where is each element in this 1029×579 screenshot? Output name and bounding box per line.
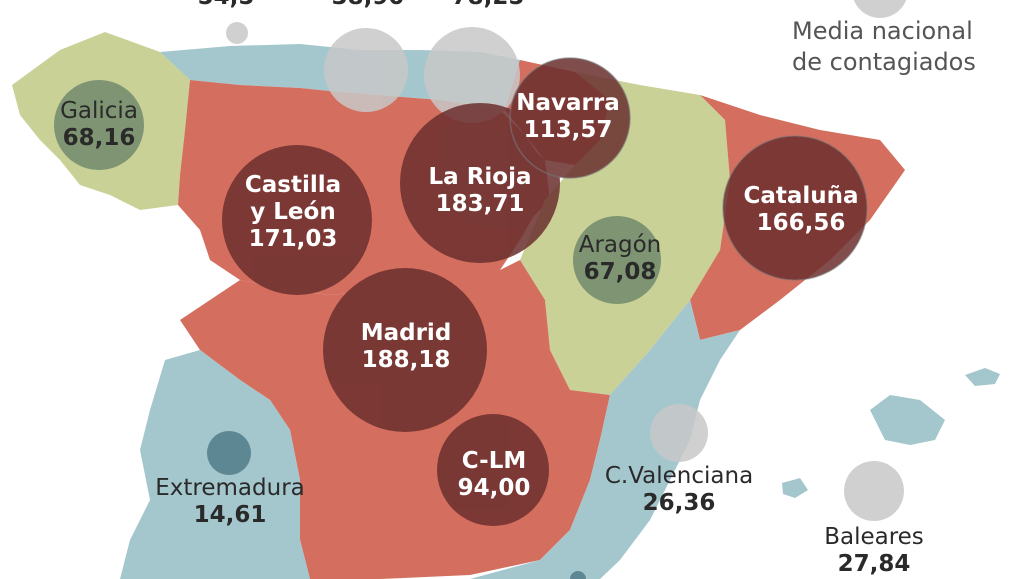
national-bubble-baleares <box>844 461 904 521</box>
bubble-galicia <box>54 80 144 170</box>
bubble-aragon <box>573 216 661 304</box>
label-cataluna: Cataluña 166,56 <box>743 183 858 237</box>
region-value: 94,00 <box>457 475 531 502</box>
region-name: La Rioja <box>428 164 532 190</box>
bubble-castilla-leon <box>222 145 372 295</box>
label-c-valenciana: C.Valenciana 26,36 <box>605 463 753 517</box>
label-aragon: Aragón 67,08 <box>579 232 662 286</box>
label-la-rioja: La Rioja 183,71 <box>429 164 532 218</box>
region-name: C.Valenciana <box>604 463 754 489</box>
region-value: 171,03 <box>248 226 338 253</box>
region-name-line1: Castilla <box>244 172 342 198</box>
label-extremadura: Extremadura 14,61 <box>155 475 305 529</box>
region-name: Navarra <box>516 90 620 116</box>
national-bubble-legend <box>853 0 907 18</box>
region-name: Galicia <box>60 98 138 124</box>
legend: Media nacional de contagiados <box>792 16 976 78</box>
bubble-andalucia-small <box>570 571 586 579</box>
region-name: Baleares <box>824 524 924 550</box>
label-baleares: Baleares 27,84 <box>824 524 924 578</box>
legend-line-1: Media nacional <box>792 17 973 45</box>
region-name: Extremadura <box>155 475 305 501</box>
label-castilla-leon: Castilla y León 171,03 <box>245 172 341 253</box>
national-bubble-asturias <box>226 22 248 44</box>
region-value: 188,18 <box>361 347 451 374</box>
region-value: 183,71 <box>435 191 525 218</box>
region-name: Cataluña <box>743 183 859 209</box>
bubble-navarra <box>510 58 630 178</box>
region-value: 113,57 <box>523 117 613 144</box>
national-ring-cataluna <box>722 135 868 281</box>
region-value: 14,61 <box>193 502 267 529</box>
label-clm: C-LM 94,00 <box>458 448 531 502</box>
top-value-3: 78,25 <box>452 0 525 10</box>
region-value: 67,08 <box>583 259 657 286</box>
region-name: Aragón <box>578 232 662 258</box>
legend-line-2: de contagiados <box>792 48 976 77</box>
region-name-line2: y León <box>250 199 336 226</box>
region-value: 26,36 <box>642 490 716 517</box>
national-bubble-pais-vasco <box>424 27 520 123</box>
bubble-cataluna <box>723 136 867 280</box>
national-bubble-cantabria <box>324 28 408 112</box>
bubble-extremadura <box>207 431 251 475</box>
region-value: 27,84 <box>837 551 911 578</box>
region-value: 166,56 <box>756 210 846 237</box>
island-ibiza <box>782 478 808 498</box>
label-navarra: Navarra 113,57 <box>516 90 620 144</box>
label-madrid: Madrid 188,18 <box>361 320 452 374</box>
region-name: Madrid <box>360 320 452 346</box>
region-c-valenciana <box>470 300 740 579</box>
bubble-clm <box>437 414 549 526</box>
island-mallorca <box>870 395 945 445</box>
top-value-2: 38,90 <box>332 0 405 10</box>
region-value: 68,16 <box>62 125 136 152</box>
label-galicia: Galicia 68,16 <box>60 98 138 152</box>
top-value-1: 54,5 <box>198 0 255 10</box>
national-bubble-valenciana <box>650 404 708 462</box>
region-name: C-LM <box>461 448 527 474</box>
national-ring-navarra <box>509 57 631 179</box>
island-menorca <box>965 368 1000 386</box>
bubble-madrid <box>323 268 487 432</box>
